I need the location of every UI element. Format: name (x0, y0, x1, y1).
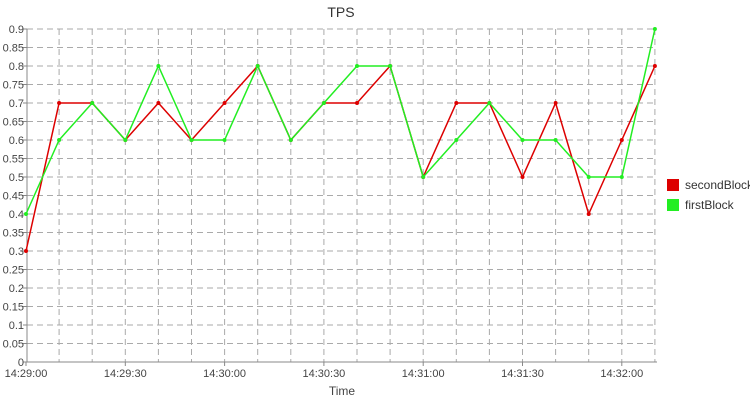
series-layer (24, 27, 657, 253)
data-point-secondBlock (222, 101, 227, 105)
x-axis-label: Time (329, 384, 356, 398)
data-point-secondBlock (586, 212, 591, 216)
data-point-secondBlock (24, 249, 28, 253)
y-tick-label: 0.15 (3, 302, 24, 314)
data-point-secondBlock (619, 138, 624, 142)
y-tick-label: 0.85 (3, 43, 24, 55)
data-point-secondBlock (156, 101, 161, 105)
y-tick-label: 0.2 (9, 283, 24, 295)
legend: secondBlock firstBlock (667, 178, 750, 212)
data-point-firstBlock (355, 64, 359, 68)
x-tick-label: 14:30:30 (302, 368, 345, 380)
x-tick-label: 14:30:00 (203, 368, 246, 380)
y-tick-label: 0.3 (9, 246, 24, 258)
data-point-firstBlock (288, 138, 293, 142)
data-point-secondBlock (454, 101, 459, 105)
x-tick-label: 14:31:30 (501, 368, 544, 380)
axis-layer: 0 0.05 0.1 0.15 0.2 0.25 0.3 0.35 0.4 0.45 0.5 0.55… (3, 24, 657, 380)
y-tick-label: 0.75 (3, 80, 24, 92)
x-tick-label: 14:32:00 (600, 368, 643, 380)
y-tick-label: 0.05 (3, 339, 24, 351)
data-point-firstBlock (156, 64, 161, 68)
legend-swatch-firstBlock (667, 199, 679, 211)
data-point-firstBlock (189, 138, 194, 142)
x-tick-label: 14:31:00 (402, 368, 445, 380)
data-point-firstBlock (90, 101, 95, 105)
y-tick-label: 0.1 (9, 320, 24, 332)
data-point-firstBlock (388, 64, 393, 68)
series-line-firstBlock (25, 28, 656, 215)
y-tick-label: 0.4 (9, 209, 24, 221)
series-line-secondBlock (25, 64, 656, 252)
y-tick-label: 0.25 (3, 265, 24, 277)
data-point-firstBlock (24, 212, 28, 216)
y-tick-label: 0.5 (9, 172, 24, 184)
data-point-firstBlock (321, 101, 326, 105)
legend-swatch-secondBlock (667, 179, 679, 191)
data-point-firstBlock (619, 175, 624, 179)
y-tick-label: 0.45 (3, 191, 24, 203)
grid-layer (27, 28, 657, 362)
data-point-firstBlock (421, 175, 426, 179)
legend-label-firstBlock: firstBlock (685, 198, 735, 212)
data-point-firstBlock (652, 27, 657, 31)
data-point-firstBlock (57, 138, 62, 142)
y-tick-label: 0.65 (3, 117, 24, 129)
data-point-firstBlock (255, 64, 260, 68)
y-tick-label: 0.55 (3, 154, 24, 166)
data-point-secondBlock (57, 101, 62, 105)
y-tick-label: 0.7 (9, 98, 24, 110)
data-point-firstBlock (553, 138, 558, 142)
x-tick-label: 14:29:30 (104, 368, 147, 380)
data-point-firstBlock (222, 138, 227, 142)
data-point-secondBlock (553, 101, 558, 105)
y-tick-label: 0 (18, 357, 24, 369)
data-point-secondBlock (355, 101, 359, 105)
chart-title: TPS (327, 4, 354, 20)
data-point-firstBlock (586, 175, 591, 179)
data-point-secondBlock (520, 175, 525, 179)
data-point-firstBlock (487, 101, 492, 105)
data-point-secondBlock (652, 64, 657, 68)
y-tick-label: 0.9 (9, 24, 24, 36)
y-tick-label: 0.35 (3, 228, 24, 240)
y-tick-label: 0.8 (9, 61, 24, 73)
x-tick-label: 14:29:00 (5, 368, 48, 380)
legend-label-secondBlock: secondBlock (685, 178, 750, 192)
y-tick-label: 0.6 (9, 135, 24, 147)
data-point-firstBlock (123, 138, 128, 142)
data-point-firstBlock (454, 138, 459, 142)
data-point-firstBlock (520, 138, 525, 142)
